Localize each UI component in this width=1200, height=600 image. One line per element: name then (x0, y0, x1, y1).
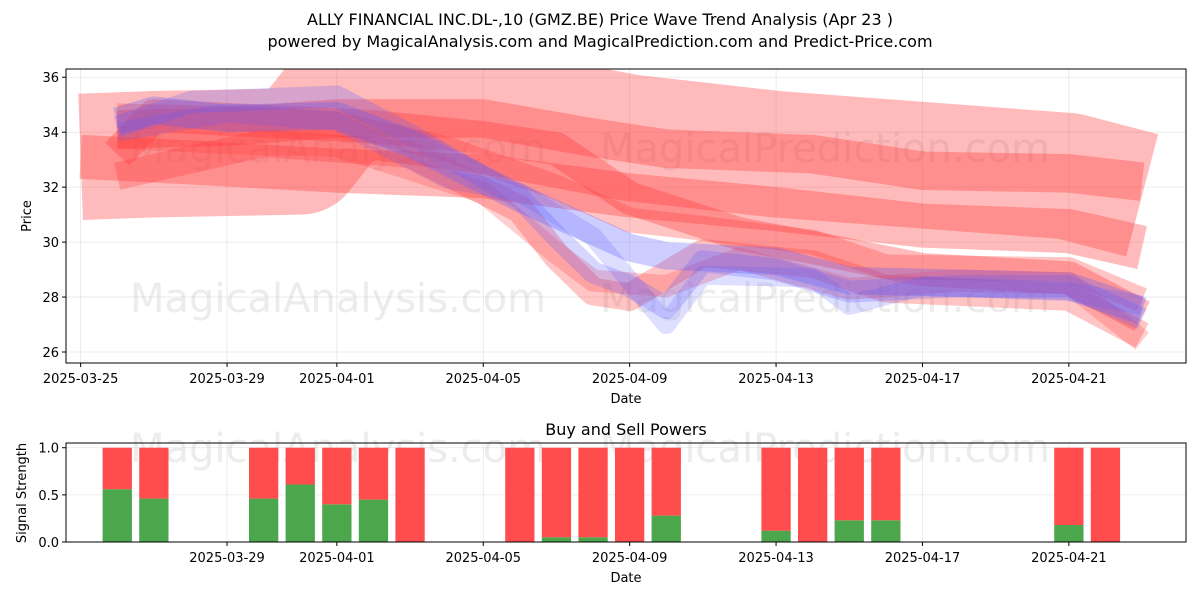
sell-power-bar (578, 447, 608, 538)
signal-x-tick-label: 2025-04-01 (299, 551, 375, 566)
price-chart: 26 28 30 32 34 36 2025-03-25 2025-03-29 2025-04… (20, 68, 1187, 407)
chart-subtitle: powered by MagicalAnalysis.com and Magic… (267, 32, 933, 51)
signal-x-tick-label: 2025-04-05 (445, 551, 521, 566)
buy-power-bar (139, 498, 169, 542)
signal-y-tick-label: 1.0 (38, 442, 59, 457)
price-x-tick-label: 2025-04-09 (592, 372, 668, 387)
price-x-ticks: 2025-03-25 2025-03-29 2025-04-01 2025-04-05… (43, 363, 1107, 387)
buy-power-bar (578, 537, 608, 542)
buy-power-bar (651, 515, 681, 542)
price-x-tick-label: 2025-03-29 (189, 372, 265, 387)
price-y-tick-label: 28 (42, 291, 59, 306)
signal-chart-title: Buy and Sell Powers (545, 420, 707, 439)
chart-title: ALLY FINANCIAL INC.DL-,10 (GMZ.BE) Price… (307, 10, 893, 29)
watermarks: MagicalAnalysis.com MagicalPrediction.co… (130, 126, 1050, 472)
price-y-tick-label: 36 (42, 71, 59, 86)
watermark-prediction-top: MagicalPrediction.com (600, 126, 1050, 172)
signal-y-axis-label: Signal Strength (15, 443, 30, 543)
watermark-prediction-mid: MagicalPrediction.com (600, 276, 1050, 322)
signal-y-tick-label: 0.0 (38, 536, 59, 551)
price-axes-frame (65, 68, 1187, 364)
signal-axes-frame (65, 442, 1187, 543)
buy-power-bar (249, 498, 279, 542)
buy-power-bar (871, 520, 901, 542)
signal-x-tick-label: 2025-04-13 (738, 551, 814, 566)
sell-power-bar (1090, 447, 1121, 542)
watermark-analysis-mid: MagicalAnalysis.com (130, 276, 546, 322)
sell-power-bar (102, 447, 132, 490)
buy-power-bar (322, 504, 352, 542)
buy-power-bar (102, 489, 132, 542)
price-y-ticks: 26 28 30 32 34 36 (42, 71, 66, 361)
buy-power-bar (834, 520, 864, 542)
sell-power-bar (761, 447, 791, 531)
signal-y-ticks: 0.0 0.5 1.0 (38, 442, 66, 551)
buy-power-bar (541, 537, 572, 542)
sell-power-bar (834, 447, 864, 521)
price-x-tick-label: 2025-03-25 (43, 372, 119, 387)
sell-power-bar (285, 447, 315, 485)
price-wave-band-7 (116, 126, 1149, 350)
sell-power-bar (395, 447, 425, 542)
sell-power-bar (871, 447, 901, 521)
price-y-tick-label: 34 (42, 126, 59, 141)
price-wave-band-3 (116, 99, 1145, 201)
signal-chart: Buy and Sell Powers 0.0 0.5 1.0 2025-03-29… (15, 420, 1187, 586)
signal-x-tick-label: 2025-04-09 (592, 551, 668, 566)
signal-x-ticks: 2025-03-29 2025-04-01 2025-04-05 2025-04-09… (189, 542, 1107, 566)
sell-power-bar (139, 447, 169, 499)
price-wave-band-2 (79, 134, 1147, 270)
buy-power-bar (358, 499, 389, 542)
signal-x-tick-label: 2025-03-29 (189, 551, 265, 566)
buy-power-bar (1054, 525, 1084, 542)
price-x-axis-label: Date (610, 392, 641, 407)
price-wave-band-9 (113, 85, 1147, 330)
price-y-tick-label: 30 (42, 236, 59, 251)
price-wave-band-8 (113, 96, 1147, 324)
price-wave-band-6 (116, 103, 1147, 312)
sell-power-bar (798, 447, 828, 542)
price-waves (78, 69, 1159, 350)
price-x-tick-label: 2025-04-13 (738, 372, 814, 387)
price-x-tick-label: 2025-04-01 (299, 372, 375, 387)
price-wave-band-5 (114, 129, 1149, 348)
price-wave-band-4 (105, 99, 1150, 331)
price-wave-band-10 (115, 103, 1144, 335)
price-y-tick-label: 26 (42, 346, 59, 361)
sell-power-bar (358, 447, 389, 500)
signal-x-tick-label: 2025-04-17 (885, 551, 961, 566)
sell-power-bar (1054, 447, 1084, 525)
buy-power-bar (285, 484, 315, 542)
sell-power-bar (322, 447, 352, 505)
signal-y-tick-label: 0.5 (38, 489, 59, 504)
price-wave-band-1 (78, 69, 1159, 257)
sell-power-bar (615, 447, 645, 542)
sell-power-bar (541, 447, 572, 538)
price-y-tick-label: 32 (42, 181, 59, 196)
watermark-analysis-top: MagicalAnalysis.com (130, 126, 546, 172)
price-x-tick-label: 2025-04-21 (1031, 372, 1107, 387)
price-x-tick-label: 2025-04-17 (885, 372, 961, 387)
sell-power-bar (651, 447, 681, 516)
sell-power-bar (505, 447, 535, 542)
signal-x-axis-label: Date (610, 571, 641, 586)
price-grid (66, 69, 1186, 363)
sell-power-bar (249, 447, 279, 499)
signal-bars (102, 447, 1121, 542)
signal-x-tick-label: 2025-04-21 (1031, 551, 1107, 566)
price-y-axis-label: Price (20, 200, 35, 232)
price-x-tick-label: 2025-04-05 (445, 372, 521, 387)
buy-power-bar (761, 530, 791, 542)
